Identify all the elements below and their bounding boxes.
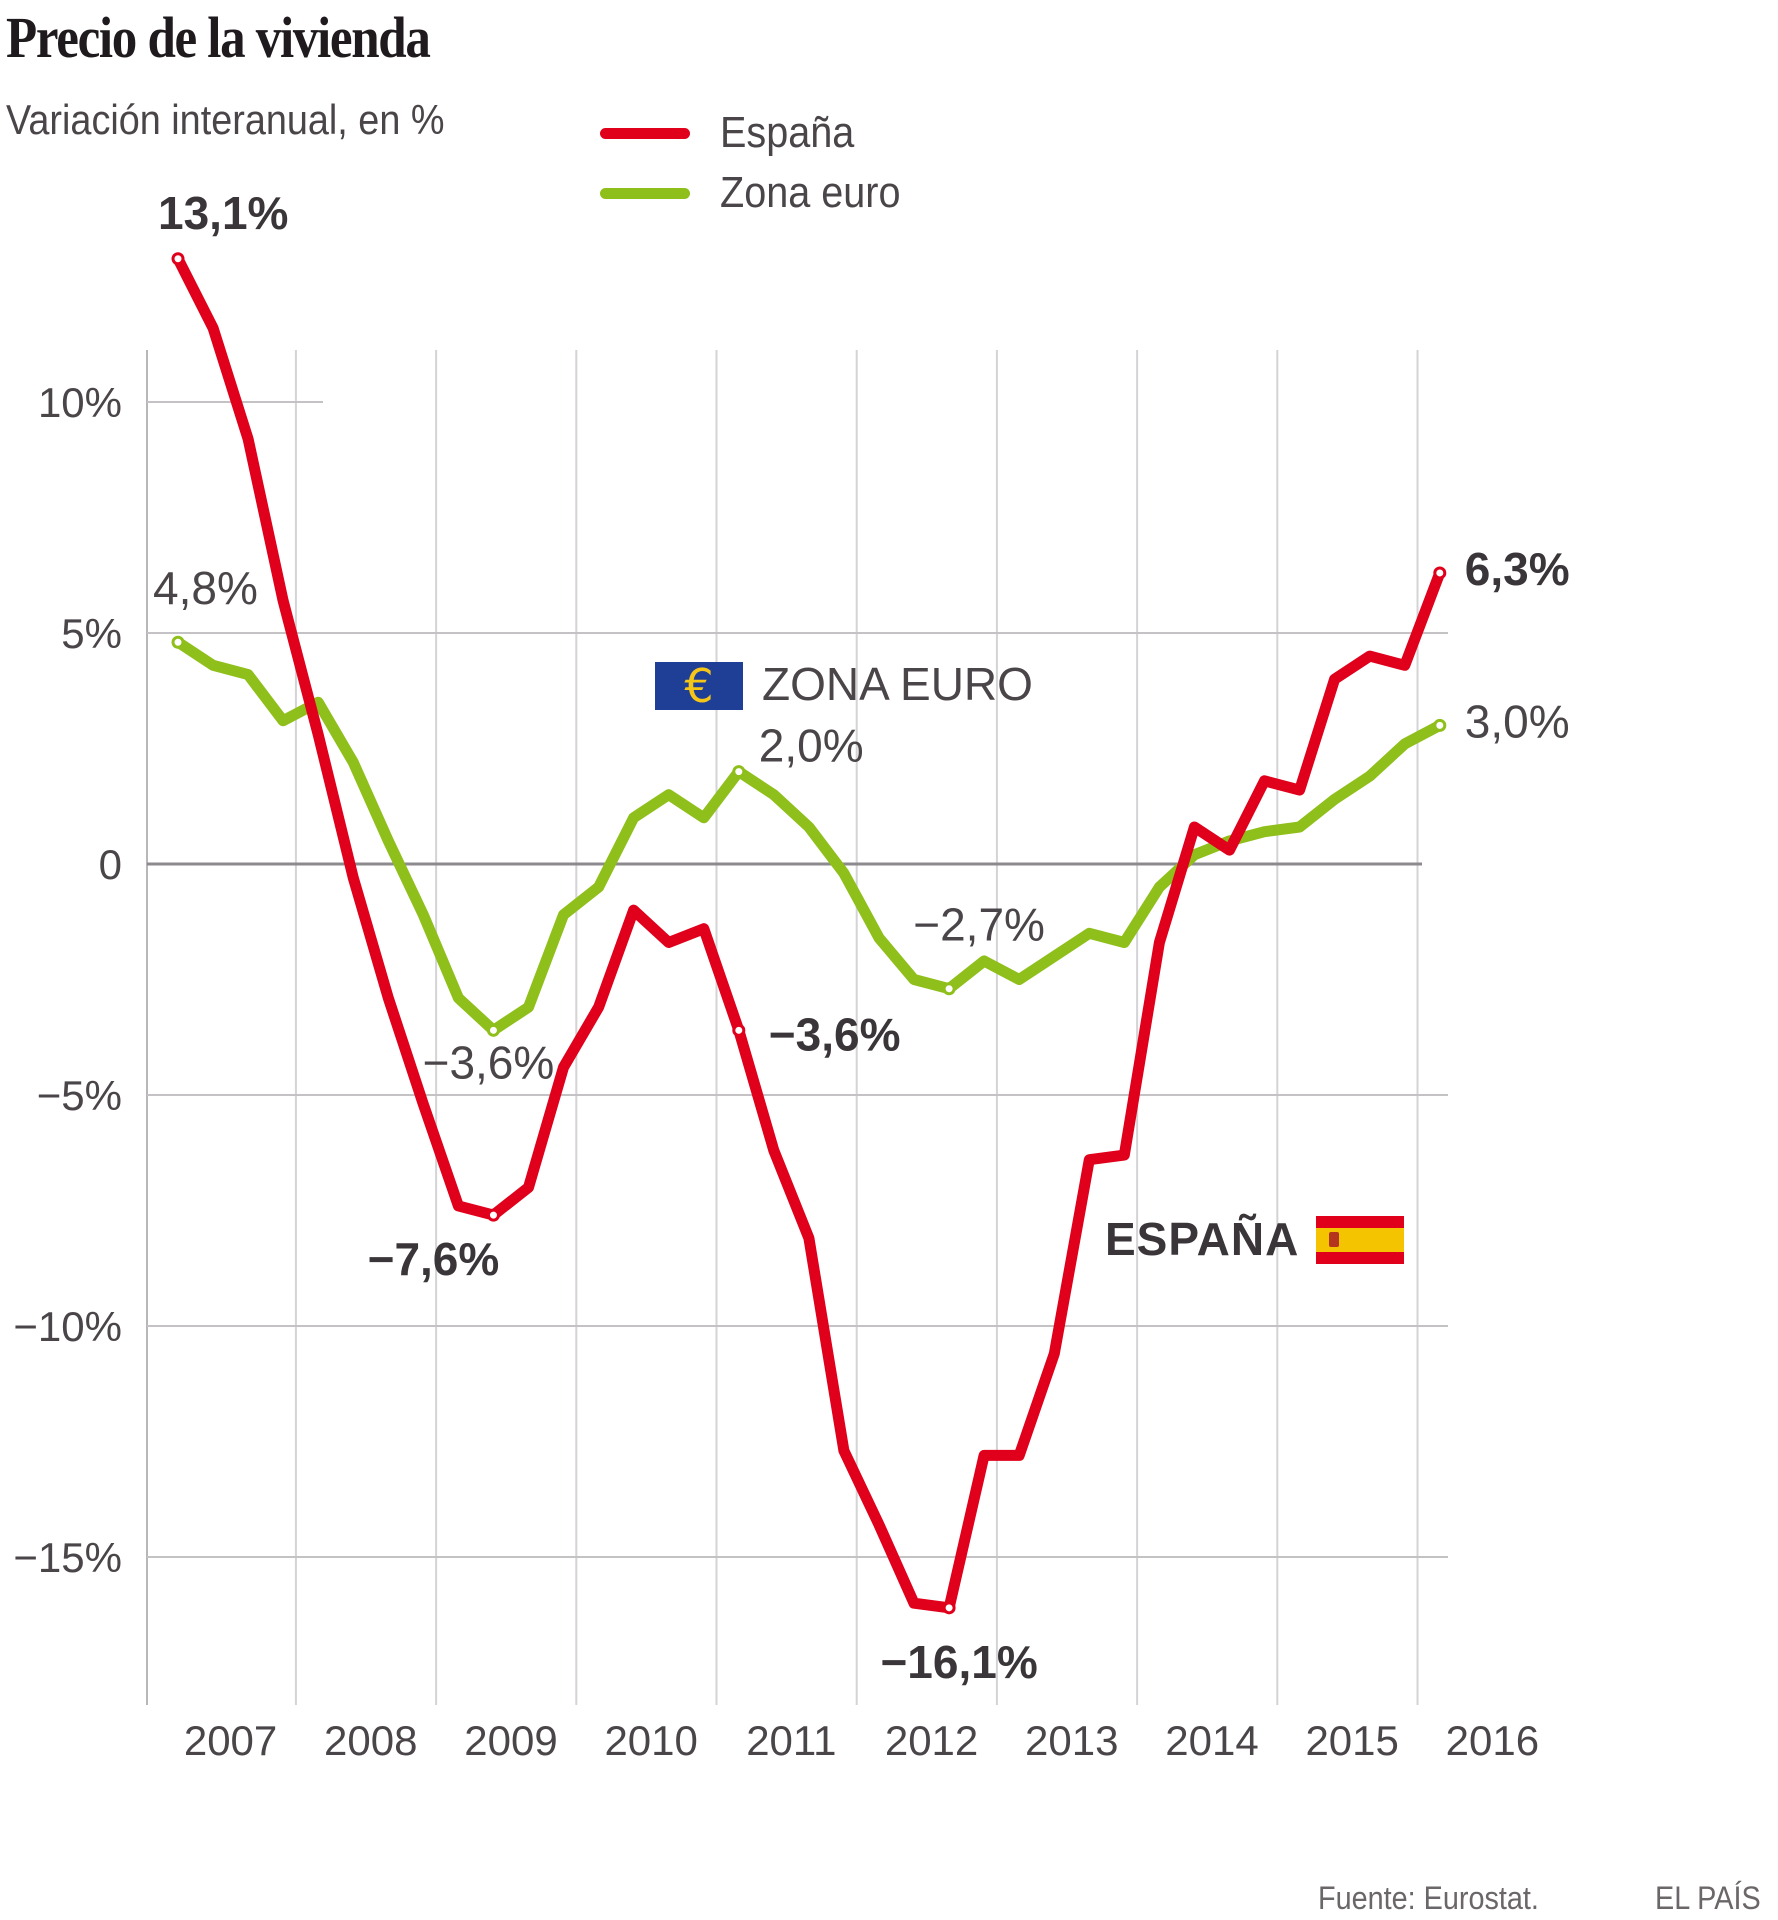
x-tick-label: 2016: [1446, 1717, 1539, 1764]
publisher-logo: EL PAÍS: [1655, 1880, 1761, 1916]
x-tick-label: 2013: [1025, 1717, 1118, 1764]
x-tick-label: 2008: [324, 1717, 417, 1764]
x-tick-label: 2012: [885, 1717, 978, 1764]
y-tick-label: 5%: [61, 610, 122, 657]
series-lines: [172, 253, 1446, 1614]
spain-flag-icon: [1316, 1216, 1404, 1264]
legend-swatch-zona-euro: [600, 187, 690, 199]
x-tick-label: 2014: [1165, 1717, 1258, 1764]
data-point-marker: [732, 1023, 746, 1037]
data-point-marker: [732, 765, 746, 779]
chart-subtitle: Variación interanual, en %: [6, 96, 445, 143]
y-axis: 10% 5% 0 −5% −10% −15%: [13, 379, 122, 1581]
legend-item-zona-euro: Zona euro: [600, 168, 921, 218]
x-tick-label: 2010: [604, 1717, 697, 1764]
series-tags: € ZONA EURO ESPAÑA: [655, 658, 1404, 1265]
data-label: 3,0%: [1465, 695, 1570, 747]
data-point-marker: [942, 982, 956, 996]
data-label: 13,1%: [158, 187, 288, 239]
grid: [146, 350, 1448, 1705]
data-point-marker: [942, 1601, 956, 1615]
svg-text:€: €: [684, 659, 713, 713]
x-tick-label: 2009: [464, 1717, 557, 1764]
data-point-marker: [171, 635, 185, 649]
tag-zona-euro: ZONA EURO: [762, 658, 1033, 710]
source-note: Fuente: Eurostat.: [1318, 1880, 1539, 1916]
series-line-espana: [172, 253, 1446, 1614]
y-tick-label: 10%: [38, 379, 122, 426]
series-markers: [171, 252, 1447, 1615]
data-point-marker: [486, 1023, 500, 1037]
data-label: −3,6%: [423, 1036, 555, 1088]
y-tick-label: 0: [99, 841, 122, 888]
legend-label-espana: España: [720, 108, 855, 157]
data-label: −2,7%: [913, 899, 1045, 951]
data-label: 6,3%: [1465, 543, 1570, 595]
x-tick-label: 2011: [746, 1717, 836, 1764]
data-label: 2,0%: [759, 720, 864, 772]
data-label: −3,6%: [769, 1008, 901, 1060]
data-label: −16,1%: [880, 1636, 1037, 1688]
x-tick-label: 2015: [1305, 1717, 1398, 1764]
y-tick-label: −10%: [13, 1303, 122, 1350]
data-point-marker: [486, 1208, 500, 1222]
euro-flag-icon: €: [655, 659, 743, 713]
legend-item-espana: España: [600, 108, 869, 158]
legend-label-zona-euro: Zona euro: [720, 168, 901, 217]
tag-espana: ESPAÑA: [1105, 1213, 1299, 1265]
legend-swatch-espana: [600, 127, 690, 139]
chart-title: Precio de la vivienda: [6, 5, 431, 70]
x-tick-label: 2007: [184, 1717, 277, 1764]
annotations: 13,1% −7,6% −3,6% −16,1% 6,3% 4,8% −3,6% 2,0% −2…: [153, 187, 1570, 1688]
x-axis: 2007 2008 2009 2010 2011 2012 2013 2014 2015 2016: [184, 1717, 1539, 1764]
data-label: −7,6%: [368, 1233, 500, 1285]
y-tick-label: −5%: [37, 1072, 122, 1119]
data-label: 4,8%: [153, 562, 258, 614]
data-point-marker: [1433, 566, 1447, 580]
y-tick-label: −15%: [13, 1534, 122, 1581]
data-point-marker: [171, 252, 185, 266]
data-point-marker: [1433, 718, 1447, 732]
